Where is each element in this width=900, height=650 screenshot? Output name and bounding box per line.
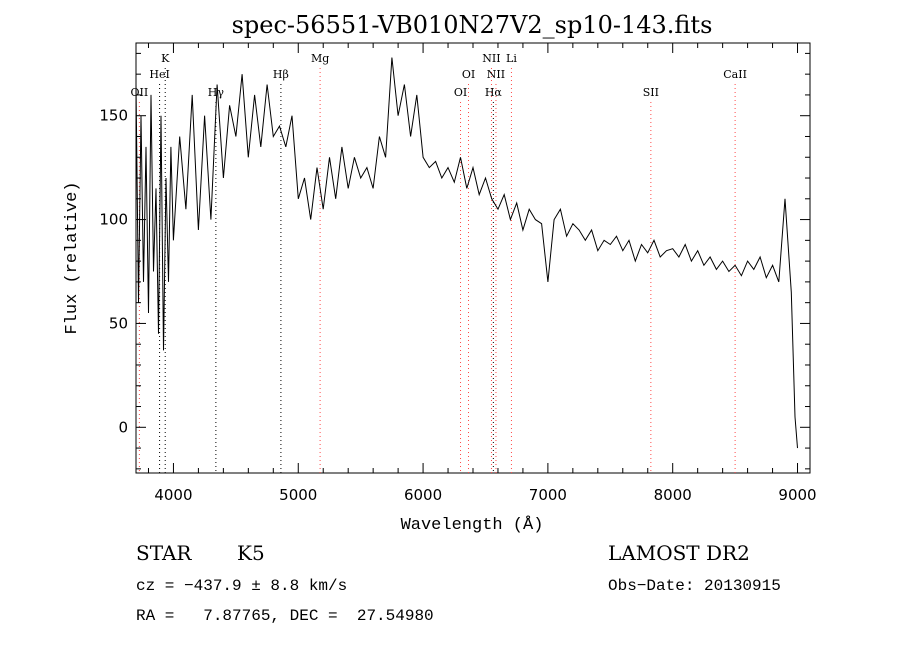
spectral-line-label: Li (506, 52, 517, 65)
spectral-line-label: K (161, 52, 170, 65)
spectral-line-label: SII (643, 86, 659, 99)
y-tick-label: 100 (99, 211, 128, 229)
y-tick-label: 50 (109, 314, 128, 332)
spectrum-series-line (135, 57, 798, 449)
object-class: STAR (136, 541, 192, 565)
spectral-line-label: HeI (149, 68, 169, 81)
x-axis-label: Wavelength (Å) (401, 516, 544, 535)
spectral-line-label: OII (131, 86, 149, 99)
chart-title: spec-56551-VB010N27V2_sp10-143.fits (232, 11, 713, 39)
spectral-line-label: Hα (485, 86, 503, 99)
spectral-line-label: Hβ (273, 68, 289, 81)
spectral-line-label: Mg (311, 52, 329, 65)
x-tick-label: 7000 (529, 486, 567, 504)
spectral-line-label: NII (482, 52, 500, 65)
spectral-line-label: OI (462, 68, 475, 81)
redshift-velocity: cz = −437.9 ± 8.8 km/s (136, 577, 347, 595)
x-tick-label: 8000 (654, 486, 692, 504)
spectral-line-label: CaII (723, 68, 747, 81)
x-tick-label: 6000 (404, 486, 442, 504)
x-tick-label: 5000 (279, 486, 317, 504)
spectral-line-label: OI (454, 86, 467, 99)
spectral-line-label: Hγ (208, 86, 225, 99)
y-tick-label: 0 (118, 418, 128, 436)
x-tick-label: 9000 (778, 486, 816, 504)
y-tick-label: 150 (99, 107, 128, 125)
axis-ticks: 4000 5000 6000 7000 8000 9000 0 50 100 150 (99, 43, 817, 504)
x-tick-label: 4000 (154, 486, 192, 504)
object-subclass: K5 (237, 541, 265, 565)
spectral-line-markers: OII K HeI Hγ Hβ Mg OI OI NII NII Hα Li SII CaII (131, 52, 747, 473)
spectral-line-label: NII (487, 68, 505, 81)
observation-date: Obs−Date: 20130915 (608, 577, 781, 595)
ra-dec-coordinates: RA = 7.87765, DEC = 27.54980 (136, 607, 434, 625)
survey-name: LAMOST DR2 (608, 541, 750, 565)
y-axis-label: Flux (relative) (63, 181, 82, 334)
